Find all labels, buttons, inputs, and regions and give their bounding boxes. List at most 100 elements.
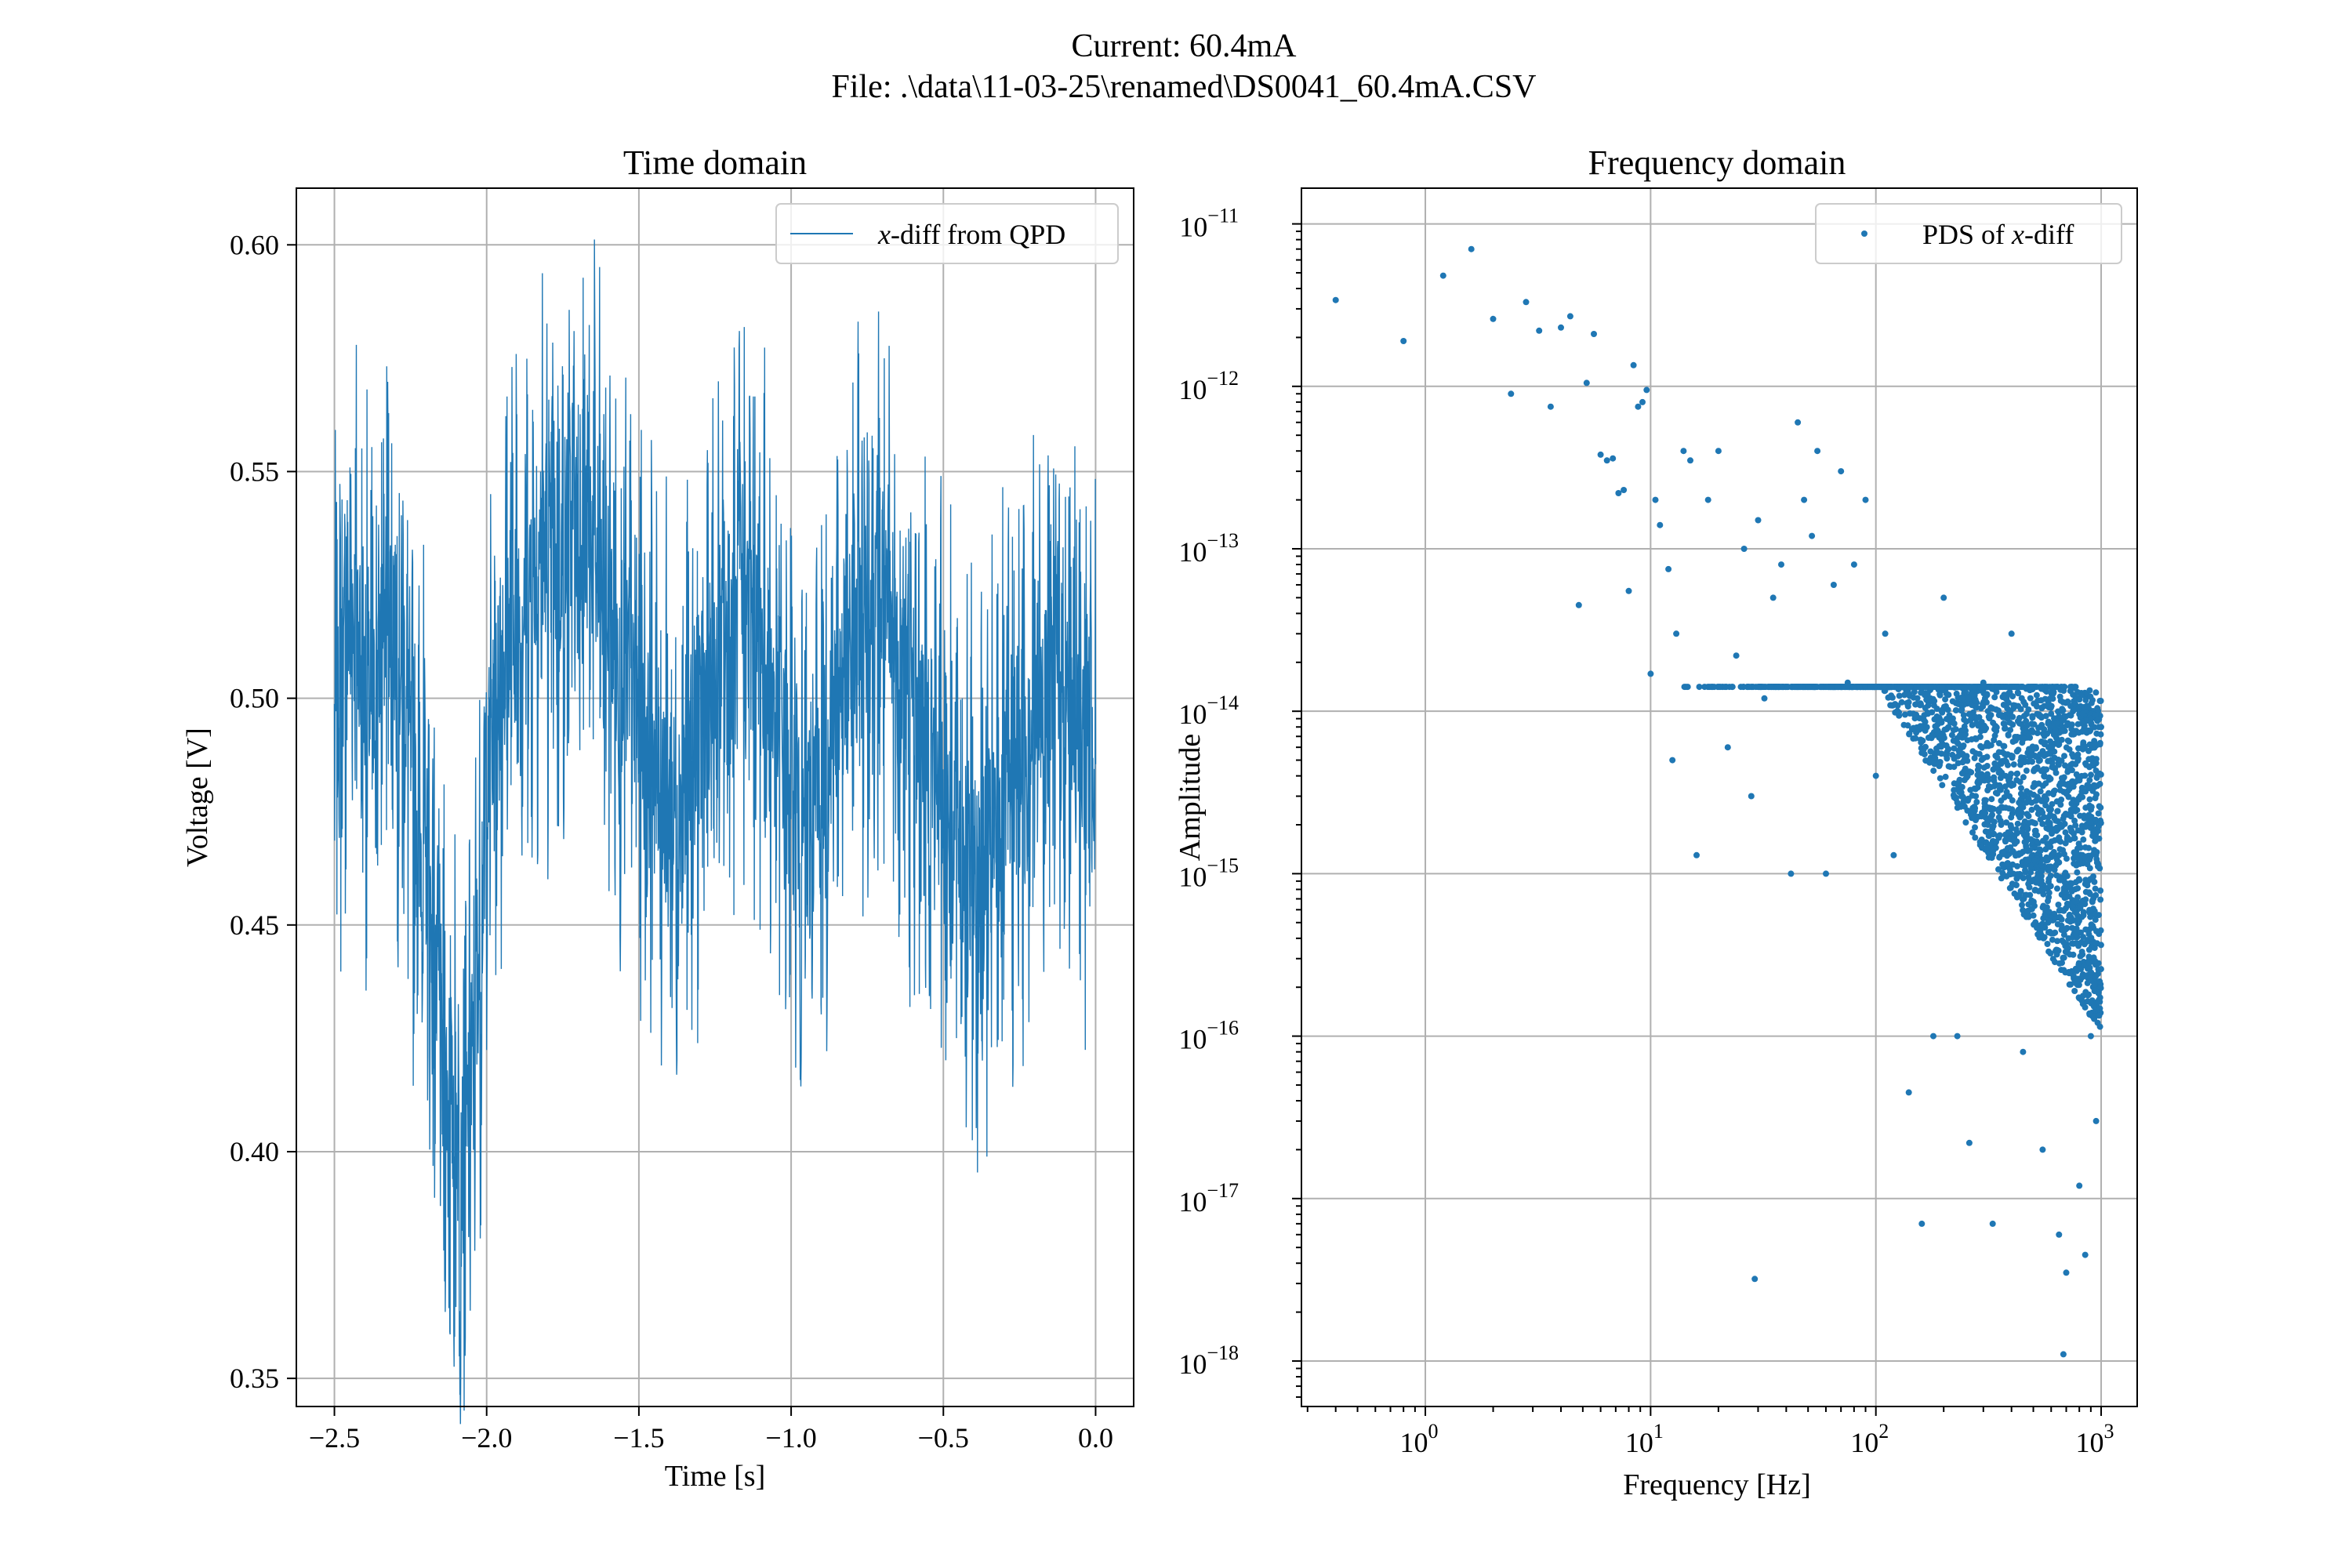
pds-point xyxy=(2082,926,2089,933)
pds-point xyxy=(1945,691,1952,699)
pds-point xyxy=(2002,804,2009,811)
pds-point xyxy=(1856,684,1863,691)
pds-point xyxy=(2072,822,2079,829)
pds-point xyxy=(2060,1351,2067,1358)
pds-point xyxy=(2073,925,2080,932)
pds-point xyxy=(1971,684,1978,691)
pds-point xyxy=(1950,792,1957,799)
pds-point xyxy=(1960,726,1967,733)
pds-point xyxy=(1973,799,1980,805)
pds-point xyxy=(2057,821,2064,828)
pds-point xyxy=(1998,760,2005,767)
pds-point xyxy=(2008,630,2015,637)
pds-point xyxy=(2008,771,2015,778)
pds-point xyxy=(2055,836,2062,843)
pds-point xyxy=(1952,726,1959,733)
pds-point xyxy=(1812,684,1819,691)
pds-point xyxy=(1954,1033,1961,1040)
pds-point xyxy=(1971,755,1978,761)
pds-point xyxy=(1630,361,1637,368)
pds-point xyxy=(2032,744,2039,751)
pds-point xyxy=(1976,733,1984,740)
time-domain-plot: Time domain −2.5 −2.0 −1.5 −1.0 −0.5 0.0 0.35 0… xyxy=(181,143,1134,1493)
pds-point xyxy=(2060,888,2067,895)
pds-point xyxy=(2018,785,2024,792)
pds-point xyxy=(1985,713,1992,720)
pds-point xyxy=(2072,940,2079,947)
pds-point xyxy=(2064,737,2071,744)
pds-point xyxy=(2096,994,2103,1001)
pds-point xyxy=(2056,1231,2063,1238)
pds-point xyxy=(1955,747,1962,754)
pds-point xyxy=(1995,814,2002,821)
time-ticks: −2.5 −2.0 −1.5 −1.0 −0.5 0.0 0.35 0.40 0.45 0.50 0… xyxy=(230,229,1113,1454)
pds-point xyxy=(2088,715,2095,722)
pds-point xyxy=(1887,702,1894,709)
pds-point xyxy=(1643,387,1650,394)
pds-point xyxy=(2092,940,2099,947)
pds-point xyxy=(1610,455,1617,462)
pds-point xyxy=(2082,880,2089,887)
pds-point xyxy=(1944,706,1951,713)
pds-point xyxy=(1704,496,1711,503)
pds-point xyxy=(2043,796,2050,803)
pds-point xyxy=(2049,695,2056,702)
pds-point xyxy=(1936,775,1944,782)
pds-point xyxy=(2053,769,2060,776)
pds-point xyxy=(1990,719,1997,726)
pds-point xyxy=(2033,838,2040,845)
pds-point xyxy=(2029,713,2036,720)
pds-point xyxy=(2004,844,2011,851)
pds-point xyxy=(2067,813,2074,820)
pds-point xyxy=(2066,746,2073,753)
pds-point xyxy=(1954,804,1961,811)
pds-point xyxy=(1332,296,1339,303)
pds-point xyxy=(1962,819,1969,826)
pds-point xyxy=(1751,1276,1759,1283)
pds-point xyxy=(1934,750,1941,757)
pds-point xyxy=(2027,869,2034,876)
pds-point xyxy=(1906,691,1913,698)
pds-point xyxy=(2074,706,2082,713)
pds-point xyxy=(2035,780,2042,787)
pds-point xyxy=(2058,727,2065,733)
pds-point xyxy=(2025,874,2032,880)
pds-point xyxy=(2068,887,2075,895)
pds-point xyxy=(2006,719,2013,726)
pds-point xyxy=(2086,1010,2093,1017)
pds-point xyxy=(2060,967,2067,974)
pds-point xyxy=(2060,907,2067,914)
frequency-legend-rest: -diff xyxy=(2024,219,2074,250)
pds-point xyxy=(2054,920,2061,927)
pds-point xyxy=(1900,684,1907,691)
pds-point xyxy=(2074,751,2082,758)
pds-point xyxy=(1987,805,1994,812)
pds-point xyxy=(1755,684,1762,691)
pds-point xyxy=(1825,684,1832,691)
pds-point xyxy=(2049,800,2056,808)
pds-point xyxy=(2050,688,2057,695)
pds-point xyxy=(2007,727,2014,734)
pds-point xyxy=(2062,948,2069,955)
pds-point xyxy=(2013,771,2020,778)
pds-point xyxy=(1508,390,1515,397)
pds-point xyxy=(2062,811,2069,817)
pds-point xyxy=(2042,773,2049,780)
pds-point xyxy=(2068,726,2075,733)
pds-point xyxy=(1994,684,2001,691)
pds-point xyxy=(1862,684,1869,691)
pds-point xyxy=(2002,783,2009,790)
pds-point xyxy=(2071,898,2078,905)
pds-point xyxy=(2092,689,2100,696)
pds-point xyxy=(2056,859,2063,866)
pds-point xyxy=(2027,695,2034,702)
pds-point xyxy=(2045,699,2052,706)
pds-point xyxy=(1969,792,1976,799)
pds-point xyxy=(1684,684,1691,691)
pds-point xyxy=(2034,873,2041,880)
time-legend-box xyxy=(775,203,1119,264)
pds-point xyxy=(1940,594,1947,601)
pds-point xyxy=(2073,967,2080,975)
pds-point xyxy=(2057,786,2063,793)
